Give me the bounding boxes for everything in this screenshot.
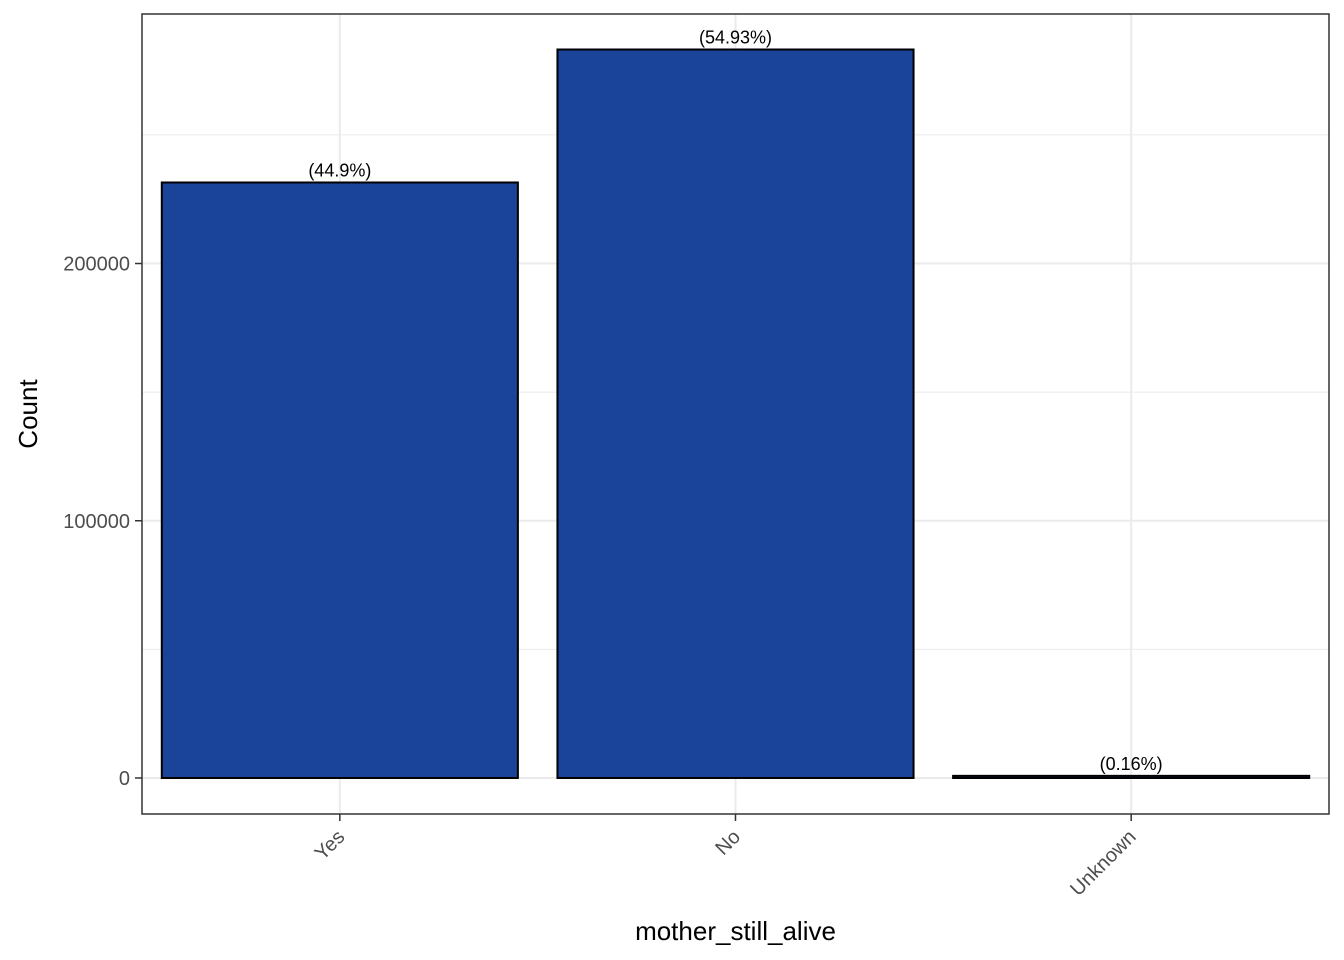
- y-tick-label: 0: [119, 768, 130, 790]
- bar-label-yes: (44.9%): [308, 160, 371, 180]
- bar-unknown: [952, 774, 1311, 779]
- bars: [160, 48, 1311, 779]
- x-tick-label-unknown: Unknown: [1066, 826, 1141, 901]
- y-tick-label: 200000: [63, 254, 130, 276]
- bar-label-no: (54.93%): [699, 27, 772, 47]
- bar-value-labels: (44.9%) (54.93%) (0.16%): [308, 27, 1162, 773]
- bar-label-unknown: (0.16%): [1100, 754, 1163, 774]
- x-tick-label-yes: Yes: [311, 826, 350, 865]
- panel-border: [141, 13, 1330, 815]
- y-axis-title: Count: [13, 379, 43, 449]
- bar-no: [556, 48, 915, 779]
- x-tick-label-no: No: [711, 826, 745, 860]
- y-tick-label: 100000: [63, 511, 130, 533]
- x-axis-title: mother_still_alive: [635, 916, 836, 946]
- bar-yes: [160, 181, 519, 779]
